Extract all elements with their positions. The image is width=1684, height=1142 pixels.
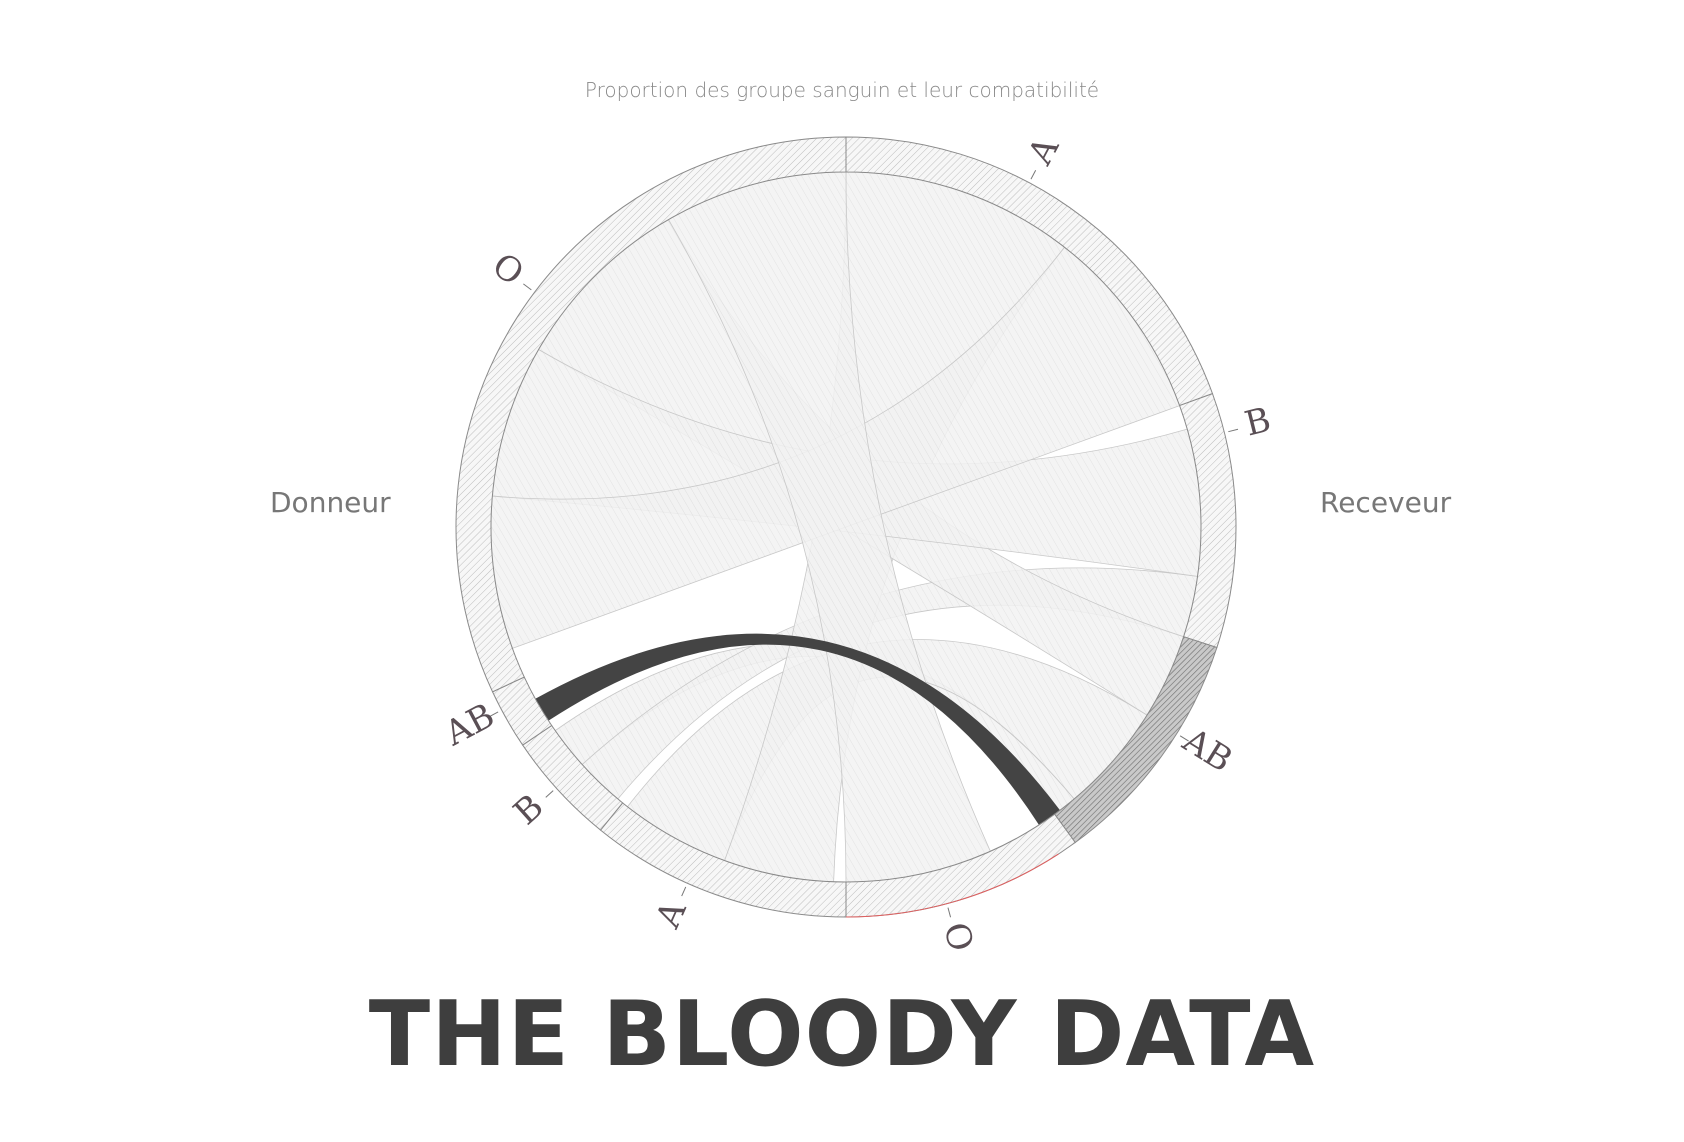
group-label-rec-AB: AB [1175,720,1239,781]
donor-side-label: Donneur [270,486,391,519]
group-label-rec-B: B [1241,400,1275,445]
group-label-don-O: O [485,245,531,294]
group-tick-don-B [545,790,554,798]
group-label-don-AB: AB [438,695,501,754]
group-tick-rec-A [1030,170,1037,180]
accent-arc-edge [845,853,1059,918]
group-label-rec-O: O [935,918,981,955]
group-tick-rec-B [1228,428,1239,433]
receiver-side-label: Receveur [1320,486,1452,519]
group-arc-don-O[interactable] [455,136,847,693]
group-tick-rec-O [947,907,952,918]
group-label-don-B: B [506,787,551,833]
group-tick-don-AB [489,711,499,718]
group-label-don-A: A [648,895,695,935]
chord-group-arcs [455,136,1237,918]
group-tick-don-A [681,886,687,897]
group-tick-don-O [523,283,532,291]
chart-subtitle: Proportion des groupe sanguin et leur co… [584,78,1100,102]
page-title: THE BLOODY DATA [368,982,1316,1087]
group-tick-rec-AB [1179,735,1189,742]
group-label-rec-A: A [1020,130,1068,172]
chord-ribbons [490,171,1202,883]
